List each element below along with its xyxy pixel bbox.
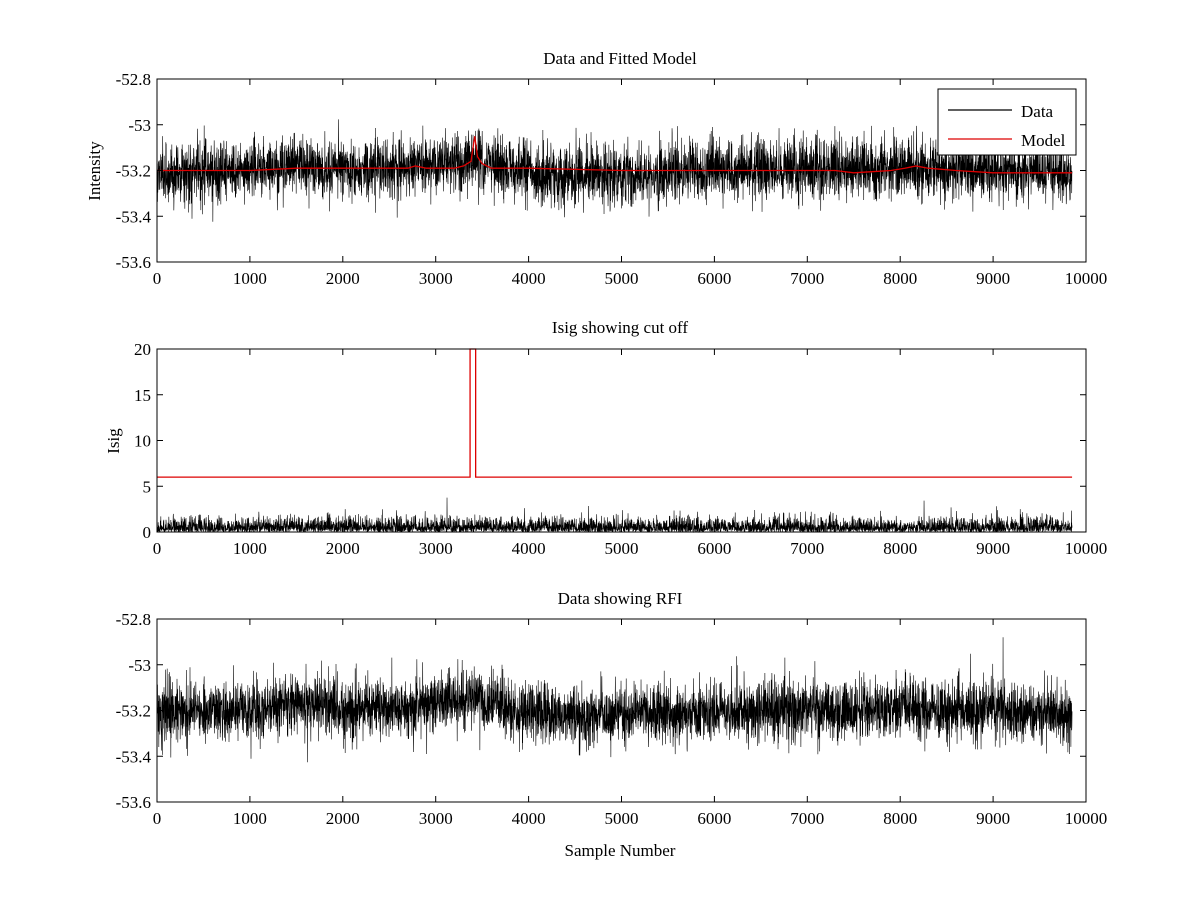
y-tick-label: -53 bbox=[128, 656, 151, 675]
x-tick-label: 2000 bbox=[326, 809, 360, 828]
legend: Data Model bbox=[937, 88, 1077, 156]
y-tick-label: -53.6 bbox=[116, 253, 151, 272]
y-tick-label: -52.8 bbox=[116, 610, 151, 629]
x-tick-label: 5000 bbox=[605, 269, 639, 288]
x-tick-label: 8000 bbox=[883, 539, 917, 558]
subplot-isig-showing-cut-off: Isig showing cut off Isig 0 1000 2000 3000 4… bbox=[104, 318, 1107, 558]
x-tick-label: 7000 bbox=[790, 269, 824, 288]
subplot-3-series-noise bbox=[156, 637, 1073, 763]
y-tick-label: 20 bbox=[134, 340, 151, 359]
subplot-1-series-data bbox=[156, 119, 1073, 222]
x-tick-label: 9000 bbox=[976, 269, 1010, 288]
x-tick-label: 7000 bbox=[790, 809, 824, 828]
x-tick-label: 3000 bbox=[419, 539, 453, 558]
y-tick-label: 10 bbox=[134, 432, 151, 451]
subplot-3-axes: 0 1000 2000 3000 4000 5000 6000 7000 8000 9000 100… bbox=[116, 610, 1108, 828]
y-tick-label: 0 bbox=[143, 523, 152, 542]
legend-model-label: Model bbox=[1021, 131, 1066, 150]
legend-box bbox=[937, 88, 1077, 156]
subplot-1-title: Data and Fitted Model bbox=[543, 49, 697, 68]
x-tick-label: 4000 bbox=[512, 809, 546, 828]
y-tick-label: 5 bbox=[143, 477, 152, 496]
subplot-data-showing-rfi: Data showing RFI Sample Number 0 1000 2000… bbox=[116, 589, 1108, 860]
subplot-1-series-model bbox=[157, 136, 1073, 174]
y-tick-label: -53.4 bbox=[116, 207, 152, 226]
x-tick-label: 2000 bbox=[326, 539, 360, 558]
y-tick-label: -53.2 bbox=[116, 162, 151, 181]
x-tick-label: 5000 bbox=[605, 809, 639, 828]
x-tick-label: 6000 bbox=[697, 539, 731, 558]
x-tick-label: 1000 bbox=[233, 809, 267, 828]
subplot-1-ylabel: Intensity bbox=[85, 141, 104, 201]
x-tick-label: 9000 bbox=[976, 809, 1010, 828]
legend-data-label: Data bbox=[1021, 102, 1054, 121]
x-tick-label: 3000 bbox=[419, 809, 453, 828]
y-tick-label: -52.8 bbox=[116, 70, 151, 89]
subplot-3-title: Data showing RFI bbox=[558, 589, 683, 608]
subplot-2-series-threshold bbox=[157, 348, 1073, 478]
x-tick-label: 5000 bbox=[605, 539, 639, 558]
x-tick-label: 8000 bbox=[883, 809, 917, 828]
x-tick-label: 1000 bbox=[233, 539, 267, 558]
x-tick-label: 0 bbox=[153, 539, 162, 558]
x-tick-label: 6000 bbox=[697, 269, 731, 288]
subplot-1-series bbox=[156, 119, 1073, 222]
y-tick-label: -53 bbox=[128, 116, 151, 135]
subplot-2-axes: 0 1000 2000 3000 4000 5000 6000 7000 8000 9000 100… bbox=[134, 340, 1107, 558]
x-tick-label: 2000 bbox=[326, 269, 360, 288]
subplot-2-ylabel: Isig bbox=[104, 428, 123, 454]
x-tick-label: 4000 bbox=[512, 539, 546, 558]
x-tick-label: 1000 bbox=[233, 269, 267, 288]
subplot-2-series-noise bbox=[156, 497, 1073, 534]
subplot-2-series bbox=[156, 348, 1073, 534]
y-tick-label: -53.6 bbox=[116, 793, 151, 812]
x-tick-label: 10000 bbox=[1065, 269, 1108, 288]
x-tick-label: 4000 bbox=[512, 269, 546, 288]
x-tick-label: 0 bbox=[153, 269, 162, 288]
y-tick-label: -53.2 bbox=[116, 702, 151, 721]
x-tick-label: 3000 bbox=[419, 269, 453, 288]
x-tick-label: 7000 bbox=[790, 539, 824, 558]
subplot-2-title: Isig showing cut off bbox=[552, 318, 688, 337]
subplot-1-axes: 0 1000 2000 3000 4000 5000 6000 7000 8000 9000 100… bbox=[116, 70, 1108, 288]
x-tick-label: 0 bbox=[153, 809, 162, 828]
y-tick-label: -53.4 bbox=[116, 747, 152, 766]
subplot-data-and-fitted-model: Data and Fitted Model Intensity Data Mod… bbox=[85, 49, 1107, 288]
x-tick-label: 9000 bbox=[976, 539, 1010, 558]
x-tick-label: 10000 bbox=[1065, 809, 1108, 828]
y-tick-label: 15 bbox=[134, 386, 151, 405]
subplot-2-axes-frame bbox=[156, 348, 1087, 533]
x-tick-label: 8000 bbox=[883, 269, 917, 288]
subplot-3-series bbox=[156, 637, 1073, 763]
subplot-3-xlabel: Sample Number bbox=[565, 841, 676, 860]
x-tick-label: 6000 bbox=[697, 809, 731, 828]
x-tick-label: 10000 bbox=[1065, 539, 1108, 558]
